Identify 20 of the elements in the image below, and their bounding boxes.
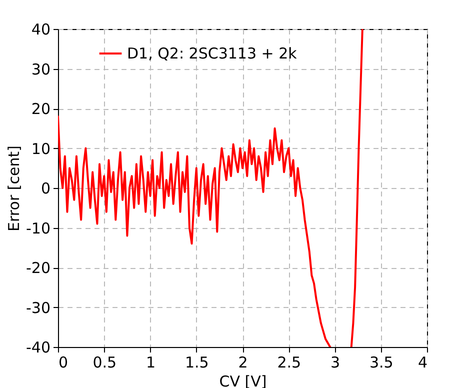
y-tick-label: 10 (31, 140, 50, 158)
x-tick-label: 0 (58, 354, 68, 372)
x-tick-label: 1.5 (184, 354, 209, 372)
x-tick-label: 3 (330, 354, 340, 372)
y-tick-label: -20 (26, 259, 50, 277)
y-tick-label: -40 (26, 338, 50, 356)
y-tick-label: -30 (26, 298, 50, 317)
x-tick-label: 1 (146, 354, 156, 372)
x-tick-label: 0.5 (92, 354, 117, 372)
x-tick-label: 4 (418, 354, 428, 372)
x-tick-label: 2 (238, 354, 248, 372)
y-tick-label: 30 (31, 60, 50, 78)
y-tick-label: -10 (26, 219, 50, 238)
y-axis-title: Error [cent] (5, 146, 23, 232)
legend-label: D1, Q2: 2SC3113 + 2k (127, 44, 298, 62)
y-tick-label: 0 (40, 180, 50, 198)
x-tick-label: 3.5 (369, 354, 394, 372)
y-tick-label: 40 (31, 20, 50, 38)
x-tick-label: 2.5 (277, 354, 302, 372)
y-tick-label: 20 (31, 100, 50, 118)
